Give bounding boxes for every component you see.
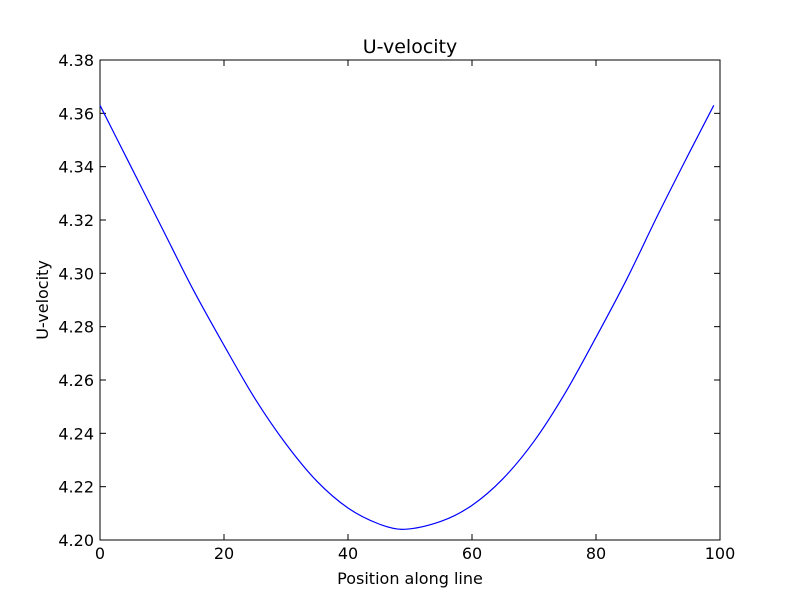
x-tick-label: 0 bbox=[95, 544, 105, 563]
plot-area bbox=[99, 59, 721, 541]
x-tick-label: 40 bbox=[338, 544, 358, 563]
chart-title: U-velocity bbox=[363, 36, 458, 58]
y-tick-label: 4.28 bbox=[58, 318, 94, 337]
y-tick-label: 4.20 bbox=[58, 531, 94, 550]
y-tick-label: 4.32 bbox=[58, 211, 94, 230]
y-tick-label: 4.36 bbox=[58, 104, 94, 123]
x-tick-label: 60 bbox=[462, 544, 482, 563]
x-axis-ticks: 0 20 40 60 80 100 bbox=[95, 60, 735, 563]
y-tick-label: 4.30 bbox=[58, 264, 94, 283]
x-tick-label: 80 bbox=[586, 544, 606, 563]
series-line-0 bbox=[99, 105, 715, 530]
y-tick-label: 4.22 bbox=[58, 478, 94, 497]
y-axis-ticks: 4.20 4.22 4.24 4.26 4.28 4.30 4.32 4.34 4.36 4.38 bbox=[58, 51, 720, 550]
series-lines bbox=[99, 105, 715, 530]
y-tick-label: 4.38 bbox=[58, 51, 94, 70]
x-axis-label: Position along line bbox=[337, 569, 483, 588]
y-tick-label: 4.34 bbox=[58, 158, 94, 177]
y-axis-label: U-velocity bbox=[33, 260, 52, 340]
x-tick-label: 20 bbox=[214, 544, 234, 563]
y-tick-label: 4.24 bbox=[58, 424, 94, 443]
y-tick-label: 4.26 bbox=[58, 371, 94, 390]
x-tick-label: 100 bbox=[705, 544, 736, 563]
